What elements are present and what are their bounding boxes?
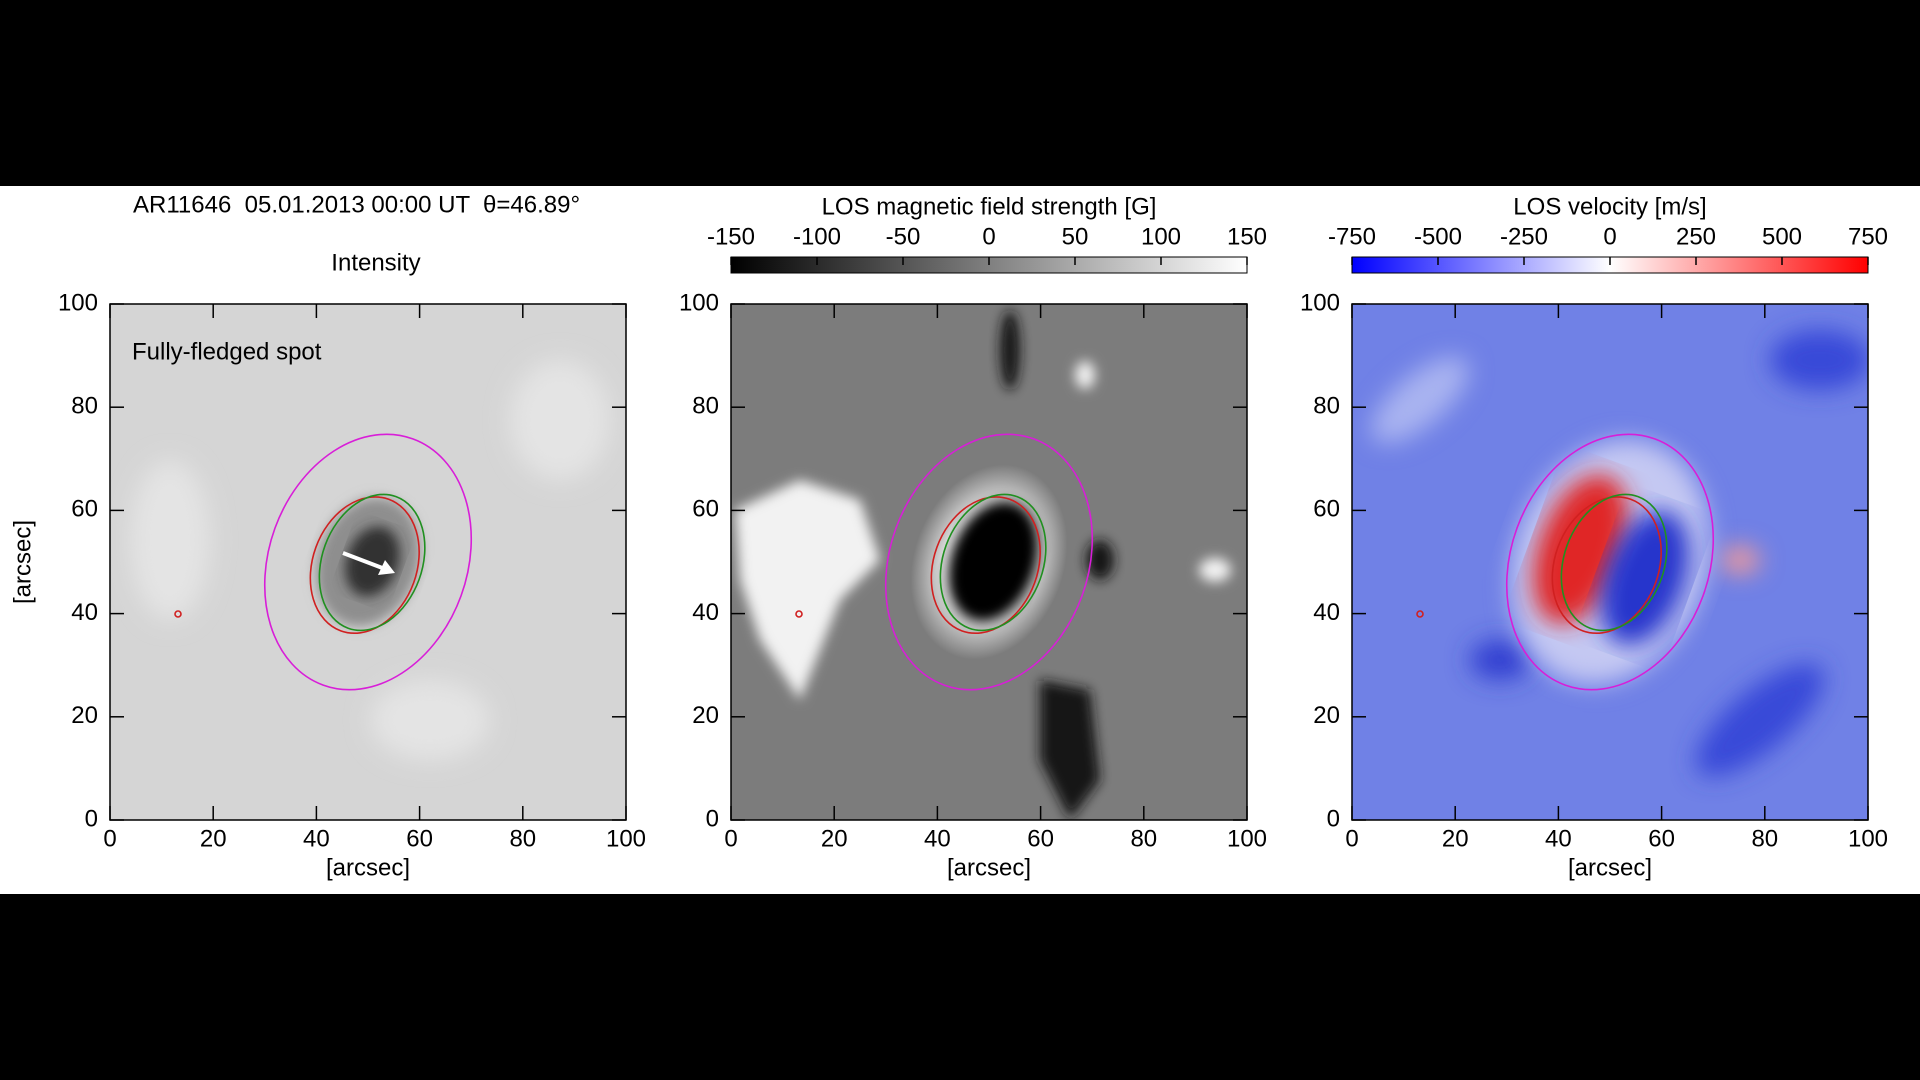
y-tick-label: 100 [1300, 289, 1340, 316]
colorbar-tick-label: -500 [1414, 223, 1462, 250]
colorbar-tick-label: -250 [1500, 223, 1548, 250]
plot-frame [109, 303, 627, 821]
x-tick-label: 60 [406, 825, 433, 852]
chart-title: LOS magnetic field strength [G] [822, 193, 1157, 220]
y-tick-label: 80 [71, 393, 98, 420]
y-tick-label: 60 [692, 496, 719, 523]
x-tick-label: 80 [1130, 825, 1157, 852]
x-tick-label: 40 [1545, 825, 1572, 852]
x-tick-label: 20 [821, 825, 848, 852]
y-tick-label: 60 [1313, 496, 1340, 523]
colorbar-tick-label: 50 [1062, 223, 1089, 250]
y-tick-label: 40 [71, 599, 98, 626]
colorbar-tick-label: 150 [1227, 223, 1267, 250]
x-tick-label: 100 [1848, 825, 1888, 852]
x-tick-label: 0 [103, 825, 116, 852]
x-tick-label: 60 [1027, 825, 1054, 852]
y-tick-label: 100 [58, 289, 98, 316]
plot-frame [1351, 303, 1869, 821]
annotation: Fully-fledged spot [132, 338, 322, 365]
x-tick-label: 0 [724, 825, 737, 852]
colorbar-tick-label: 100 [1141, 223, 1181, 250]
colorbar-tick-label: -50 [886, 223, 921, 250]
y-tick-label: 40 [1313, 599, 1340, 626]
x-tick-label: 20 [200, 825, 227, 852]
x-tick-label: 80 [1751, 825, 1778, 852]
x-tick-label: 60 [1648, 825, 1675, 852]
flow-arrow [342, 551, 395, 575]
colorbar-tick-label: -100 [793, 223, 841, 250]
colorbar-tick-label: -750 [1328, 223, 1376, 250]
x-tick-label: 40 [924, 825, 951, 852]
colorbar-tick-label: 250 [1676, 223, 1716, 250]
colorbar-tick-label: -150 [707, 223, 755, 250]
y-tick-label: 60 [71, 496, 98, 523]
chart-title: Intensity [331, 249, 420, 276]
x-axis-label: [arcsec] [947, 854, 1031, 881]
x-tick-label: 0 [1345, 825, 1358, 852]
x-tick-label: 40 [303, 825, 330, 852]
colorbar-tick-label: 750 [1848, 223, 1888, 250]
y-tick-label: 100 [679, 289, 719, 316]
x-axis-label: [arcsec] [1568, 854, 1652, 881]
velocity-map [1352, 304, 1868, 820]
y-tick-label: 80 [692, 393, 719, 420]
colorbar-tick-label: 0 [982, 223, 995, 250]
y-tick-label: 20 [71, 702, 98, 729]
x-tick-label: 100 [606, 825, 646, 852]
colorbar-tick-label: 500 [1762, 223, 1802, 250]
y-tick-label: 0 [85, 805, 98, 832]
x-axis-label: [arcsec] [326, 854, 410, 881]
x-tick-label: 20 [1442, 825, 1469, 852]
y-tick-label: 0 [706, 805, 719, 832]
plot-frame [730, 303, 1248, 821]
y-tick-label: 20 [1313, 702, 1340, 729]
magnetogram-map [731, 304, 1247, 820]
chart-title: LOS velocity [m/s] [1513, 193, 1706, 220]
x-tick-label: 80 [509, 825, 536, 852]
header: AR11646 05.01.2013 00:00 UT θ=46.89° [133, 191, 580, 218]
y-tick-label: 80 [1313, 393, 1340, 420]
y-tick-label: 0 [1327, 805, 1340, 832]
colorbar-tick-label: 0 [1603, 223, 1616, 250]
y-axis-label: [arcsec] [9, 520, 36, 604]
y-tick-label: 20 [692, 702, 719, 729]
x-tick-label: 100 [1227, 825, 1267, 852]
y-tick-label: 40 [692, 599, 719, 626]
contours [174, 433, 1715, 691]
